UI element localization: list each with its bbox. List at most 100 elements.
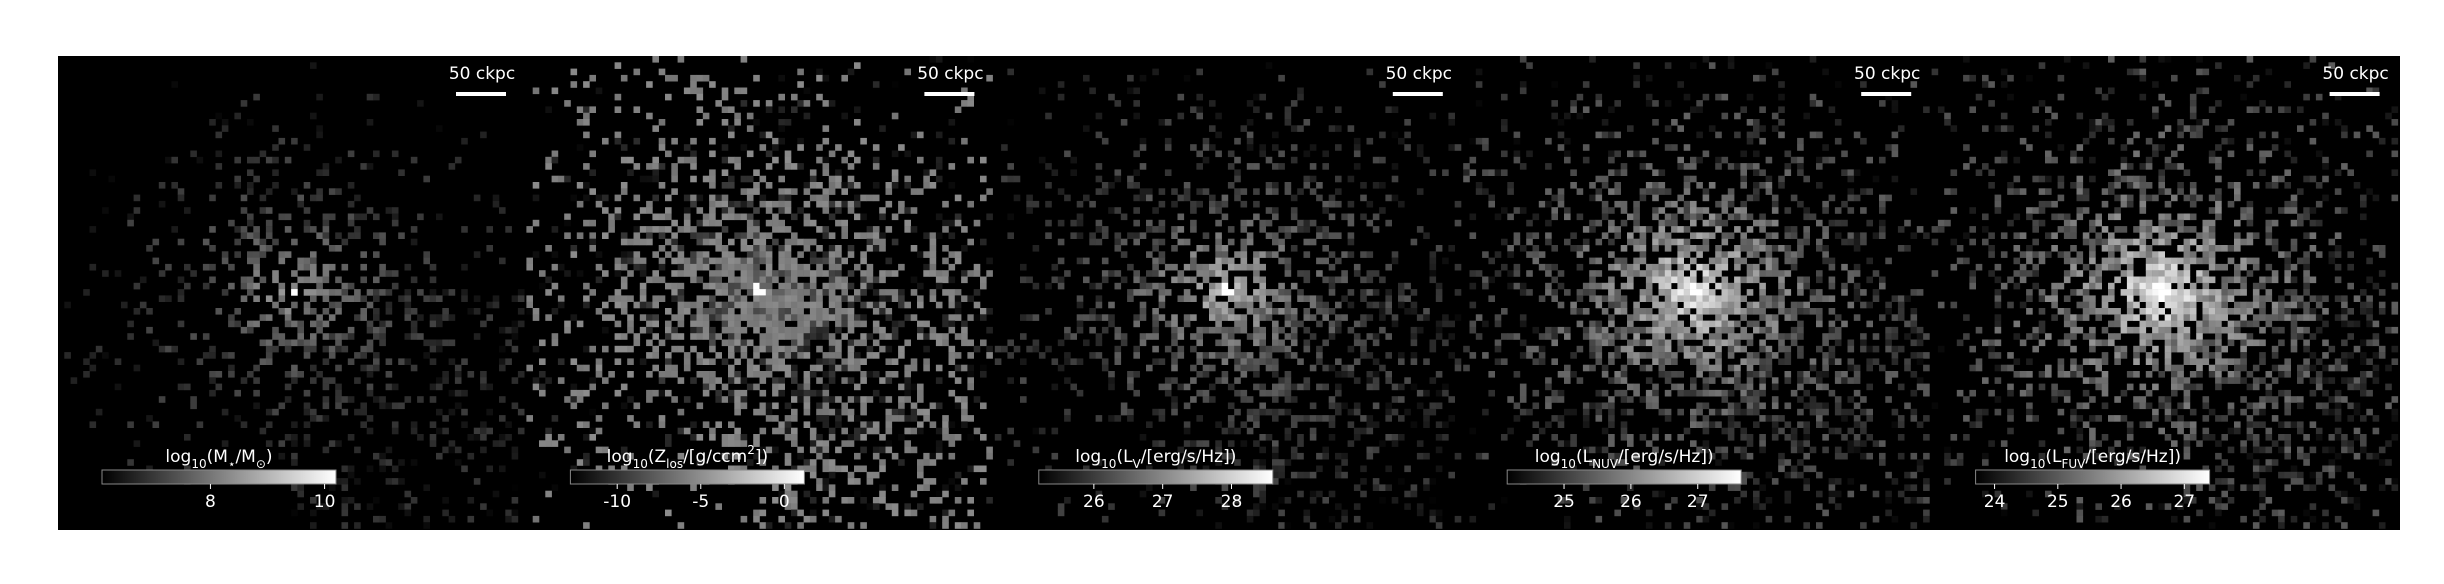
pixel [1664, 339, 1672, 347]
pixel [1595, 352, 1603, 359]
pixel [265, 226, 273, 233]
pixel [1391, 131, 1399, 139]
pixel [1259, 276, 1266, 284]
pixel [778, 427, 785, 435]
pixel [620, 232, 628, 239]
pixel [822, 169, 830, 176]
pixel [1259, 408, 1266, 416]
pixel [215, 112, 223, 120]
pixel [221, 289, 229, 296]
pixel [702, 326, 710, 334]
pixel [923, 232, 930, 239]
pixel [1469, 156, 1477, 164]
pixel [1576, 213, 1584, 221]
pixel [986, 352, 993, 359]
pixel [1513, 371, 1521, 378]
pixel [341, 522, 349, 529]
pixel [1595, 389, 1603, 397]
pixel [209, 389, 216, 397]
pixel [671, 232, 678, 239]
pixel [1576, 345, 1584, 353]
pixel [1759, 339, 1766, 347]
pixel [872, 238, 880, 246]
pixel [1209, 194, 1216, 202]
pixel [822, 333, 830, 340]
pixel [841, 377, 848, 384]
pixel [564, 446, 571, 454]
pixel [347, 326, 355, 334]
pixel [576, 270, 584, 277]
pixel [240, 194, 248, 202]
pixel [1721, 232, 1729, 239]
pixel [1290, 144, 1298, 151]
pixel [1690, 219, 1697, 227]
pixel [1303, 308, 1311, 315]
pixel [1727, 251, 1735, 258]
pixel [1879, 314, 1886, 321]
pixel [184, 465, 191, 473]
pixel [1778, 295, 1785, 302]
pixel [335, 232, 342, 239]
pixel [341, 263, 349, 271]
pixel [954, 396, 962, 403]
pixel [1834, 358, 1842, 365]
pixel [1322, 276, 1329, 284]
pixel [652, 320, 659, 328]
pixel [253, 232, 260, 239]
pixel [291, 282, 298, 290]
pixel [1916, 358, 1924, 365]
pixel [866, 503, 874, 510]
pixel [1272, 371, 1279, 378]
pixel [778, 314, 785, 321]
pixel [696, 207, 704, 214]
pixel [1702, 326, 1710, 334]
pixel [835, 415, 842, 422]
pixel [1853, 402, 1861, 410]
pixel [1309, 238, 1317, 246]
pixel [765, 371, 773, 378]
pixel [828, 282, 836, 290]
pixel [816, 93, 823, 101]
pixel [1360, 182, 1367, 189]
pixel [929, 402, 937, 410]
pixel [1683, 251, 1691, 258]
pixel [1614, 326, 1621, 334]
pixel [1702, 402, 1710, 410]
pixel [1822, 339, 1829, 347]
pixel [847, 352, 855, 359]
pixel [696, 434, 704, 441]
pixel [980, 175, 987, 183]
pixel [570, 465, 578, 473]
pixel [614, 207, 622, 214]
pixel [1702, 352, 1710, 359]
pixel [499, 358, 506, 365]
pixel [652, 490, 659, 498]
pixel [1721, 251, 1729, 258]
pixel [448, 408, 456, 416]
pixel [1372, 421, 1380, 428]
pixel [1753, 396, 1760, 403]
pixel [608, 295, 615, 302]
pixel [1120, 119, 1128, 126]
pixel [1923, 364, 1930, 372]
pixel [1532, 213, 1540, 221]
pixel [1658, 282, 1666, 290]
pixel [1746, 163, 1754, 170]
pixel [791, 301, 798, 309]
pixel [917, 383, 924, 391]
pixel [765, 100, 773, 107]
pixel [1404, 119, 1411, 126]
pixel [1429, 251, 1437, 258]
pixel [1183, 452, 1191, 460]
pixel [910, 383, 918, 391]
pixel [499, 415, 506, 422]
pixel [860, 408, 867, 416]
pixel [1526, 232, 1533, 239]
pixel [1190, 333, 1197, 340]
pixel [690, 263, 697, 271]
pixel [1272, 295, 1279, 302]
pixel [1771, 314, 1779, 321]
pixel [929, 333, 937, 340]
pixel [297, 371, 304, 378]
pixel [1853, 289, 1861, 296]
